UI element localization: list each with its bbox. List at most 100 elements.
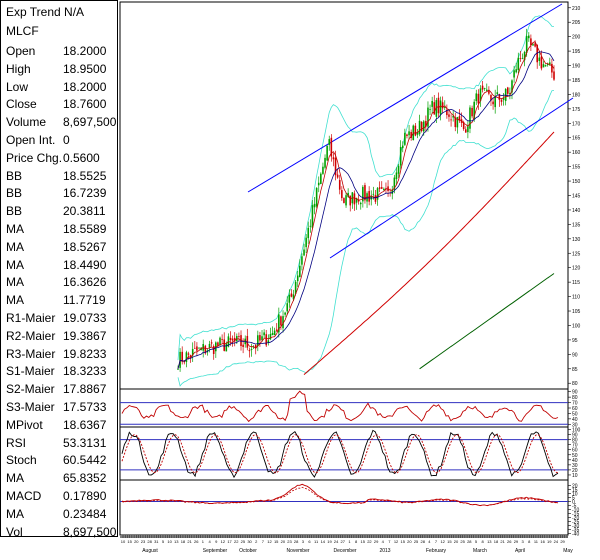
candle-body <box>479 88 482 101</box>
date-tick-label: 22 <box>234 539 239 544</box>
candle-body <box>548 62 551 65</box>
candle-body <box>238 336 240 337</box>
indicator-row: R1-Maier 19.0733 <box>1 309 119 327</box>
date-tick-label: 5 <box>475 539 478 544</box>
candle-body <box>343 198 345 203</box>
candle-body <box>269 334 272 340</box>
date-tick-label: 4 <box>428 539 431 544</box>
date-tick-label: 7 <box>388 539 391 544</box>
candle-body <box>540 56 543 69</box>
candle-body <box>257 335 259 346</box>
candle-body <box>248 350 251 352</box>
candle-body <box>208 343 211 348</box>
rsi-axis-label: 30 <box>572 422 578 428</box>
price-axis-label: 175 <box>572 107 581 113</box>
date-tick-label: 14 <box>321 539 326 544</box>
stoch-axis-label: 70 <box>572 443 578 449</box>
candle-body <box>324 157 326 168</box>
indicator-row: MA 11.7719 <box>1 291 119 309</box>
stoch-d-line <box>121 434 559 474</box>
candle-body <box>250 348 253 350</box>
price-axis-label: 140 <box>572 208 581 214</box>
indicator-label: MA <box>6 222 24 236</box>
candle-body <box>198 347 200 349</box>
indicator-row: Stoch 60.5442 <box>1 451 119 469</box>
indicator-label: R2-Maier <box>6 328 56 343</box>
price-pane-frame <box>119 1 569 390</box>
indicator-label: MA <box>6 471 24 486</box>
macd-axis-label: -35 <box>572 527 579 533</box>
candle-body <box>187 353 190 355</box>
indicator-label: MA <box>6 275 24 290</box>
date-tick-label: 15 <box>400 539 405 544</box>
candle-body <box>309 225 312 227</box>
candle-body <box>530 38 532 46</box>
date-tick-label: 15 <box>447 539 452 544</box>
date-tick-label: 12 <box>221 539 226 544</box>
candle-body <box>273 330 276 336</box>
stoch-k-line <box>121 429 559 479</box>
month-label: October <box>239 548 257 554</box>
stoch-axis-label: 10 <box>572 473 578 479</box>
indicator-row: Low 18.2000 <box>1 78 119 96</box>
candle-body <box>294 281 297 294</box>
date-tick-label: 15 <box>127 539 132 544</box>
date-tick-label: 11 <box>314 539 319 544</box>
candle-body <box>338 180 341 190</box>
price-axis-label: 115 <box>572 280 580 286</box>
indicator-label: MPivot <box>6 417 43 432</box>
candle-body <box>303 249 305 256</box>
date-tick-label: 20 <box>407 539 412 544</box>
indicator-row: S1-Maier 18.3233 <box>1 362 119 380</box>
candle-body <box>223 339 226 351</box>
candle-body <box>500 99 503 102</box>
candle-body <box>502 98 505 100</box>
candle-body <box>259 335 261 341</box>
candle-body <box>519 57 522 59</box>
indicator-value: 18.3233 <box>63 364 107 379</box>
stoch-axis-label: 20 <box>572 468 578 474</box>
price-axis-label: 120 <box>572 266 581 272</box>
indicator-value: 16.7239 <box>63 186 107 201</box>
date-tick-label: 10 <box>167 539 172 544</box>
date-tick-label: 1 <box>202 539 205 544</box>
candle-body <box>210 342 213 344</box>
date-tick-label: 10 <box>121 539 126 544</box>
indicator-panel: Exp Trend N/A MLCF Open 18.2000 High 18.950… <box>0 0 119 539</box>
rsi-axis-label: 40 <box>572 417 578 423</box>
candle-body <box>191 348 194 356</box>
indicator-value: 18.2000 <box>63 79 107 94</box>
stoch-axis-label: 40 <box>572 458 578 464</box>
price-axis-label: 95 <box>572 338 578 344</box>
indicator-value: 60.5442 <box>63 453 107 468</box>
candle-body <box>267 340 270 344</box>
indicator-label: S2-Maier <box>6 382 55 397</box>
price-axis-label: 105 <box>572 309 581 315</box>
date-tick-label: 27 <box>341 539 346 544</box>
candle-body <box>217 342 219 346</box>
date-tick-label: 26 <box>507 539 512 544</box>
ma-long-red-line <box>303 131 555 375</box>
indicator-row: S3-Maier 17.5733 <box>1 398 119 416</box>
candle-body <box>254 344 257 348</box>
indicator-row: MA 16.3626 <box>1 273 119 291</box>
candle-body <box>349 195 352 206</box>
macd-axis-label: 0 <box>572 500 575 506</box>
rsi-axis-label: 90 <box>572 390 578 396</box>
candle-body <box>282 316 284 329</box>
date-tick-label: 28 <box>467 539 472 544</box>
indicator-row: RSI 53.3131 <box>1 434 119 452</box>
macd-line <box>121 483 559 507</box>
candle-body <box>284 312 286 315</box>
macd-axis-label: -10 <box>572 507 579 513</box>
indicator-row: Close 18.7600 <box>1 95 119 113</box>
bollinger-upper-line <box>177 15 555 361</box>
symbol-label: MLCF <box>6 24 39 38</box>
rsi-axis-label: 50 <box>572 411 578 417</box>
date-tick-label: 21 <box>187 539 192 544</box>
candle-body <box>477 93 480 104</box>
candle-body <box>441 102 444 109</box>
price-axis-label: 155 <box>572 165 581 171</box>
candle-body <box>546 63 549 66</box>
candle-body <box>437 97 440 114</box>
